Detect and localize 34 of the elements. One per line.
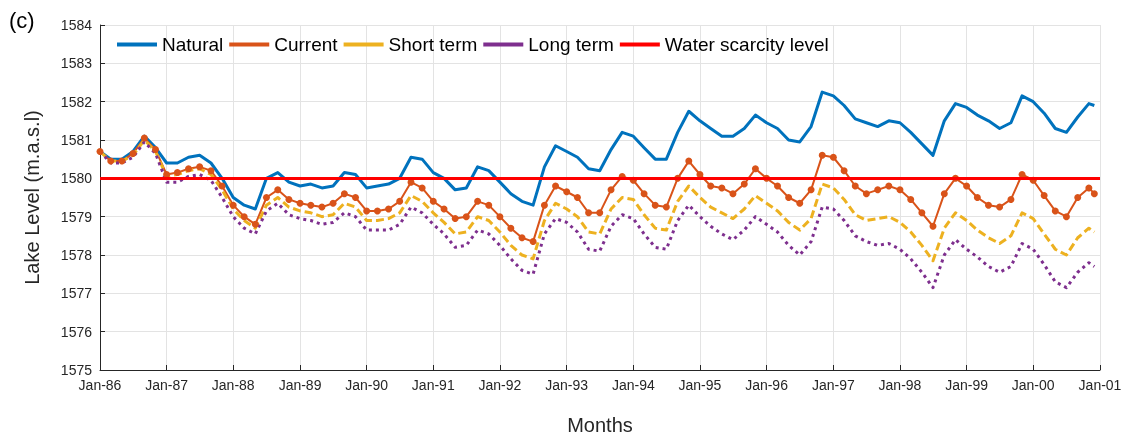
y-tick-label: 1579 bbox=[60, 208, 93, 225]
y-tick-label: 1577 bbox=[60, 285, 93, 302]
legend-label: Current bbox=[274, 34, 339, 55]
x-tick-label: Jan-89 bbox=[278, 377, 322, 393]
y-tick-label: 1584 bbox=[60, 17, 93, 33]
y-tick-label: 1581 bbox=[60, 132, 93, 148]
y-tick-label: 1582 bbox=[60, 93, 93, 110]
x-tick-label: Jan-98 bbox=[878, 377, 922, 393]
y-tick-label: 1583 bbox=[60, 55, 93, 72]
x-tick-label: Jan-88 bbox=[211, 377, 255, 393]
x-tick-label: Jan-96 bbox=[745, 377, 789, 393]
legend-label: Natural bbox=[162, 34, 224, 55]
x-tick-label: Jan-86 bbox=[78, 377, 122, 393]
x-tick-label: Jan-95 bbox=[678, 377, 722, 393]
y-axis-title: Lake Level (m.a.s.l) bbox=[21, 110, 43, 285]
x-tick-label: Jan-00 bbox=[1011, 377, 1055, 393]
y-tick-label: 1576 bbox=[60, 323, 93, 340]
x-tick-label: Jan-90 bbox=[345, 377, 389, 393]
x-tick-label: Jan-01 bbox=[1078, 377, 1122, 393]
x-tick-label: Jan-94 bbox=[611, 377, 655, 393]
x-tick-label: Jan-99 bbox=[945, 377, 989, 393]
legend-label: Short term bbox=[388, 34, 478, 55]
legend-label: Long term bbox=[528, 34, 614, 55]
y-tick-label: 1580 bbox=[60, 170, 93, 187]
x-tick-label: Jan-93 bbox=[545, 377, 589, 393]
x-tick-label: Jan-97 bbox=[811, 377, 855, 393]
x-tick-label: Jan-92 bbox=[478, 377, 522, 393]
x-tick-label: Jan-91 bbox=[411, 377, 455, 393]
chart-title: (c) bbox=[9, 7, 35, 33]
y-tick-label: 1575 bbox=[60, 362, 93, 378]
x-axis-title: Months bbox=[567, 414, 633, 436]
legend-label: Water scarcity level bbox=[664, 34, 829, 55]
x-tick-label: Jan-87 bbox=[145, 377, 189, 393]
y-tick-label: 1578 bbox=[60, 247, 93, 263]
